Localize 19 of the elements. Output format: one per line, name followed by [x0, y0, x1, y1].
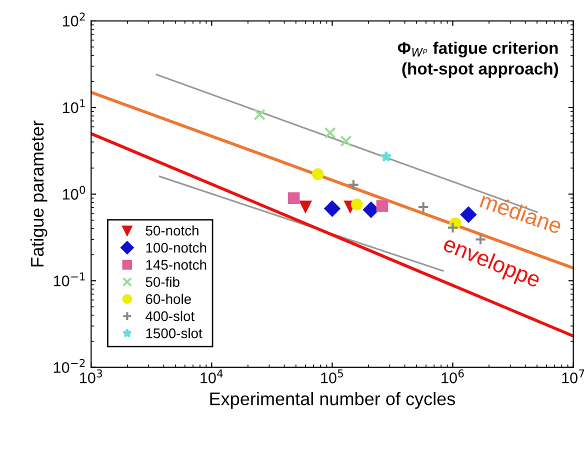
legend-label: 400-slot — [146, 310, 195, 322]
legend-label: 50-notch — [146, 225, 198, 236]
x-tick-label: 10$^{4}$ — [200, 370, 223, 384]
y-tick-label: 10$^{1}$ — [63, 99, 85, 114]
y-tick-label: 10$^{2}$ — [63, 12, 85, 26]
annotation: médiane — [479, 191, 564, 234]
legend-label: 60-hole — [146, 294, 191, 304]
y-tick-label: 10$^{0}$ — [63, 186, 86, 200]
legend-label: 50-fib — [146, 276, 180, 287]
x-tick-label: 10$^{5}$ — [321, 370, 344, 384]
y-tick-label: 10$^{−1}$ — [54, 272, 85, 286]
legend-label: 145-notch — [146, 260, 206, 270]
x-axis-title: Experimental number of cycles — [210, 392, 456, 409]
x-tick-label: 10$^{6}$ — [442, 369, 464, 384]
y-axis-title: Fatigue parameter — [30, 120, 48, 266]
legend-label: 1500-slot — [146, 328, 202, 338]
x-tick-label: 10$^{7}$ — [562, 370, 584, 384]
annotation: Φ$_{Wᵖ}$ fatigue criterion (hot-spot approach) — [398, 42, 558, 78]
legend-label: 100-notch — [146, 242, 206, 253]
